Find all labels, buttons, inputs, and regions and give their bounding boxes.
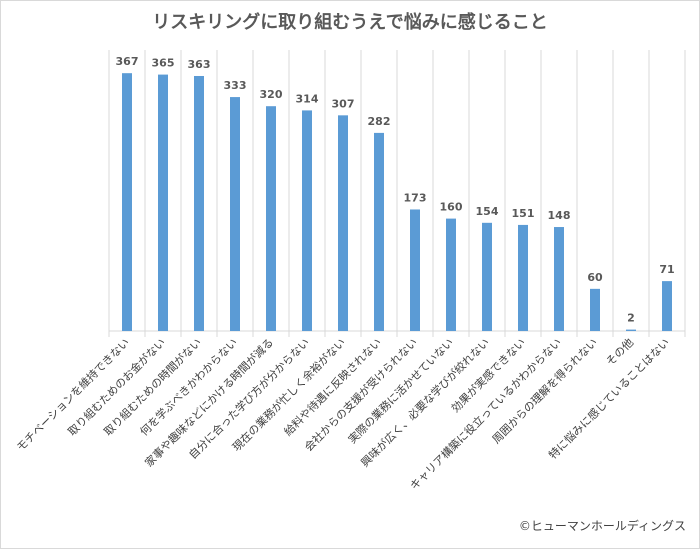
bar xyxy=(338,115,348,332)
bar xyxy=(626,329,636,331)
bar xyxy=(446,218,456,331)
data-label: 154 xyxy=(476,205,499,218)
data-label: 2 xyxy=(627,312,635,325)
category-label: その他 xyxy=(604,336,637,369)
data-label: 333 xyxy=(224,79,247,92)
data-label: 151 xyxy=(512,207,535,220)
bar xyxy=(518,224,528,331)
data-label: 365 xyxy=(152,57,175,70)
bar xyxy=(266,106,276,331)
bar xyxy=(230,97,240,331)
bar xyxy=(302,110,312,331)
data-label: 173 xyxy=(404,191,427,204)
bar xyxy=(374,132,384,331)
bar xyxy=(554,227,564,331)
bar xyxy=(662,281,672,331)
category-label: 興味が広く、必要な学びが絞れない xyxy=(358,335,492,469)
data-label: 363 xyxy=(188,58,211,71)
data-label: 282 xyxy=(368,115,391,128)
data-label: 314 xyxy=(296,92,319,105)
bar xyxy=(590,288,600,331)
chart-title: リスキリングに取り組むうえで悩みに感じること xyxy=(152,12,548,33)
data-label: 71 xyxy=(659,263,674,276)
data-label: 320 xyxy=(260,88,283,101)
data-label: 367 xyxy=(116,55,139,68)
data-label: 307 xyxy=(332,97,355,110)
data-label: 60 xyxy=(587,271,603,284)
data-label: 160 xyxy=(440,201,463,214)
bar xyxy=(482,222,492,331)
bar xyxy=(158,74,168,332)
bar xyxy=(410,209,420,331)
data-label: 148 xyxy=(548,209,571,222)
bar xyxy=(194,75,204,332)
category-label: 家事や趣味などにかける時間が減る xyxy=(142,335,276,469)
bar xyxy=(122,73,132,332)
copyright-credit: ©ヒューマンホールディングス xyxy=(518,519,686,533)
